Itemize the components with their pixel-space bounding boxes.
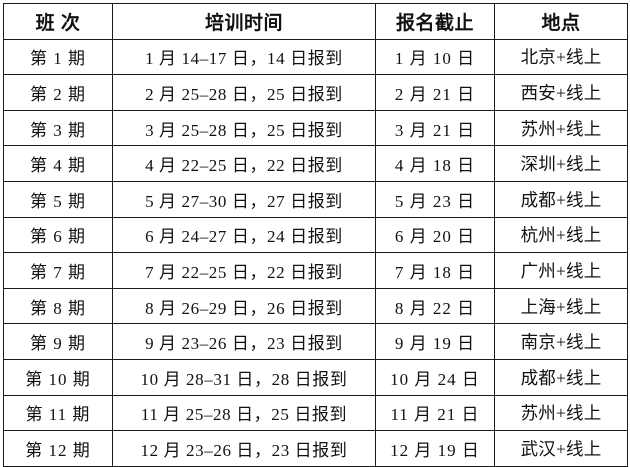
cell-term: 第 4 期 bbox=[3, 145, 113, 182]
table-row: 第 11 期 11 月 25–28 日，25 日报到 11 月 21 日 苏州+… bbox=[3, 394, 628, 432]
cell-term: 第 5 期 bbox=[3, 180, 113, 218]
cell-deadline: 10 月 24 日 bbox=[375, 358, 495, 396]
table-row: 第 9 期 9 月 23–26 日，23 日报到 9 月 19 日 南京+线上 bbox=[3, 323, 628, 360]
table-header-row: 班 次 培训时间 报名截止 地点 bbox=[3, 3, 628, 40]
training-schedule-table: 班 次 培训时间 报名截止 地点 第 1 期 1 月 14–17 日，14 日报… bbox=[3, 3, 628, 467]
cell-location: 苏州+线上 bbox=[494, 109, 628, 147]
cell-location: 深圳+线上 bbox=[494, 145, 628, 182]
cell-period: 2 月 25–28 日，25 日报到 bbox=[112, 74, 376, 111]
table-body: 第 1 期 1 月 14–17 日，14 日报到 1 月 10 日 北京+线上 … bbox=[3, 38, 628, 467]
table-row: 第 7 期 7 月 22–25 日，22 日报到 7 月 18 日 广州+线上 bbox=[3, 252, 628, 289]
cell-deadline: 7 月 18 日 bbox=[375, 252, 495, 289]
cell-period: 9 月 23–26 日，23 日报到 bbox=[112, 323, 376, 360]
table-row: 第 6 期 6 月 24–27 日，24 日报到 6 月 20 日 杭州+线上 bbox=[3, 216, 628, 254]
column-header-term: 班 次 bbox=[3, 3, 113, 40]
cell-term: 第 7 期 bbox=[3, 252, 113, 289]
cell-deadline: 1 月 10 日 bbox=[375, 38, 495, 76]
cell-location: 苏州+线上 bbox=[494, 394, 628, 432]
cell-deadline: 8 月 22 日 bbox=[375, 287, 495, 325]
cell-term: 第 11 期 bbox=[3, 394, 113, 432]
cell-deadline: 9 月 19 日 bbox=[375, 323, 495, 360]
cell-period: 3 月 25–28 日，25 日报到 bbox=[112, 109, 376, 147]
cell-deadline: 4 月 18 日 bbox=[375, 145, 495, 182]
cell-deadline: 2 月 21 日 bbox=[375, 74, 495, 111]
cell-deadline: 3 月 21 日 bbox=[375, 109, 495, 147]
table-row: 第 3 期 3 月 25–28 日，25 日报到 3 月 21 日 苏州+线上 bbox=[3, 109, 628, 147]
cell-period: 10 月 28–31 日，28 日报到 bbox=[112, 358, 376, 396]
table-row: 第 5 期 5 月 27–30 日，27 日报到 5 月 23 日 成都+线上 bbox=[3, 180, 628, 218]
cell-period: 4 月 22–25 日，22 日报到 bbox=[112, 145, 376, 182]
table-header: 班 次 培训时间 报名截止 地点 bbox=[3, 3, 628, 40]
table-row: 第 10 期 10 月 28–31 日，28 日报到 10 月 24 日 成都+… bbox=[3, 358, 628, 396]
column-header-period: 培训时间 bbox=[112, 3, 376, 40]
cell-deadline: 12 月 19 日 bbox=[375, 430, 495, 467]
cell-location: 西安+线上 bbox=[494, 74, 628, 111]
cell-period: 12 月 23–26 日，23 日报到 bbox=[112, 430, 376, 467]
column-header-deadline: 报名截止 bbox=[375, 3, 495, 40]
cell-period: 8 月 26–29 日，26 日报到 bbox=[112, 287, 376, 325]
table-row: 第 2 期 2 月 25–28 日，25 日报到 2 月 21 日 西安+线上 bbox=[3, 74, 628, 111]
cell-deadline: 11 月 21 日 bbox=[375, 394, 495, 432]
cell-deadline: 5 月 23 日 bbox=[375, 180, 495, 218]
cell-location: 广州+线上 bbox=[494, 252, 628, 289]
cell-term: 第 3 期 bbox=[3, 109, 113, 147]
cell-period: 11 月 25–28 日，25 日报到 bbox=[112, 394, 376, 432]
cell-period: 7 月 22–25 日，22 日报到 bbox=[112, 252, 376, 289]
table-row: 第 1 期 1 月 14–17 日，14 日报到 1 月 10 日 北京+线上 bbox=[3, 38, 628, 76]
cell-period: 6 月 24–27 日，24 日报到 bbox=[112, 216, 376, 254]
cell-location: 南京+线上 bbox=[494, 323, 628, 360]
cell-period: 5 月 27–30 日，27 日报到 bbox=[112, 180, 376, 218]
cell-location: 武汉+线上 bbox=[494, 430, 628, 467]
cell-term: 第 10 期 bbox=[3, 358, 113, 396]
cell-term: 第 9 期 bbox=[3, 323, 113, 360]
cell-location: 杭州+线上 bbox=[494, 216, 628, 254]
cell-term: 第 2 期 bbox=[3, 74, 113, 111]
cell-term: 第 12 期 bbox=[3, 430, 113, 467]
cell-term: 第 6 期 bbox=[3, 216, 113, 254]
cell-term: 第 8 期 bbox=[3, 287, 113, 325]
cell-term: 第 1 期 bbox=[3, 38, 113, 76]
cell-location: 成都+线上 bbox=[494, 180, 628, 218]
cell-location: 成都+线上 bbox=[494, 358, 628, 396]
cell-location: 上海+线上 bbox=[494, 287, 628, 325]
column-header-location: 地点 bbox=[494, 3, 628, 40]
table-row: 第 4 期 4 月 22–25 日，22 日报到 4 月 18 日 深圳+线上 bbox=[3, 145, 628, 182]
table-row: 第 8 期 8 月 26–29 日，26 日报到 8 月 22 日 上海+线上 bbox=[3, 287, 628, 325]
cell-location: 北京+线上 bbox=[494, 38, 628, 76]
cell-deadline: 6 月 20 日 bbox=[375, 216, 495, 254]
cell-period: 1 月 14–17 日，14 日报到 bbox=[112, 38, 376, 76]
table-row: 第 12 期 12 月 23–26 日，23 日报到 12 月 19 日 武汉+… bbox=[3, 430, 628, 467]
